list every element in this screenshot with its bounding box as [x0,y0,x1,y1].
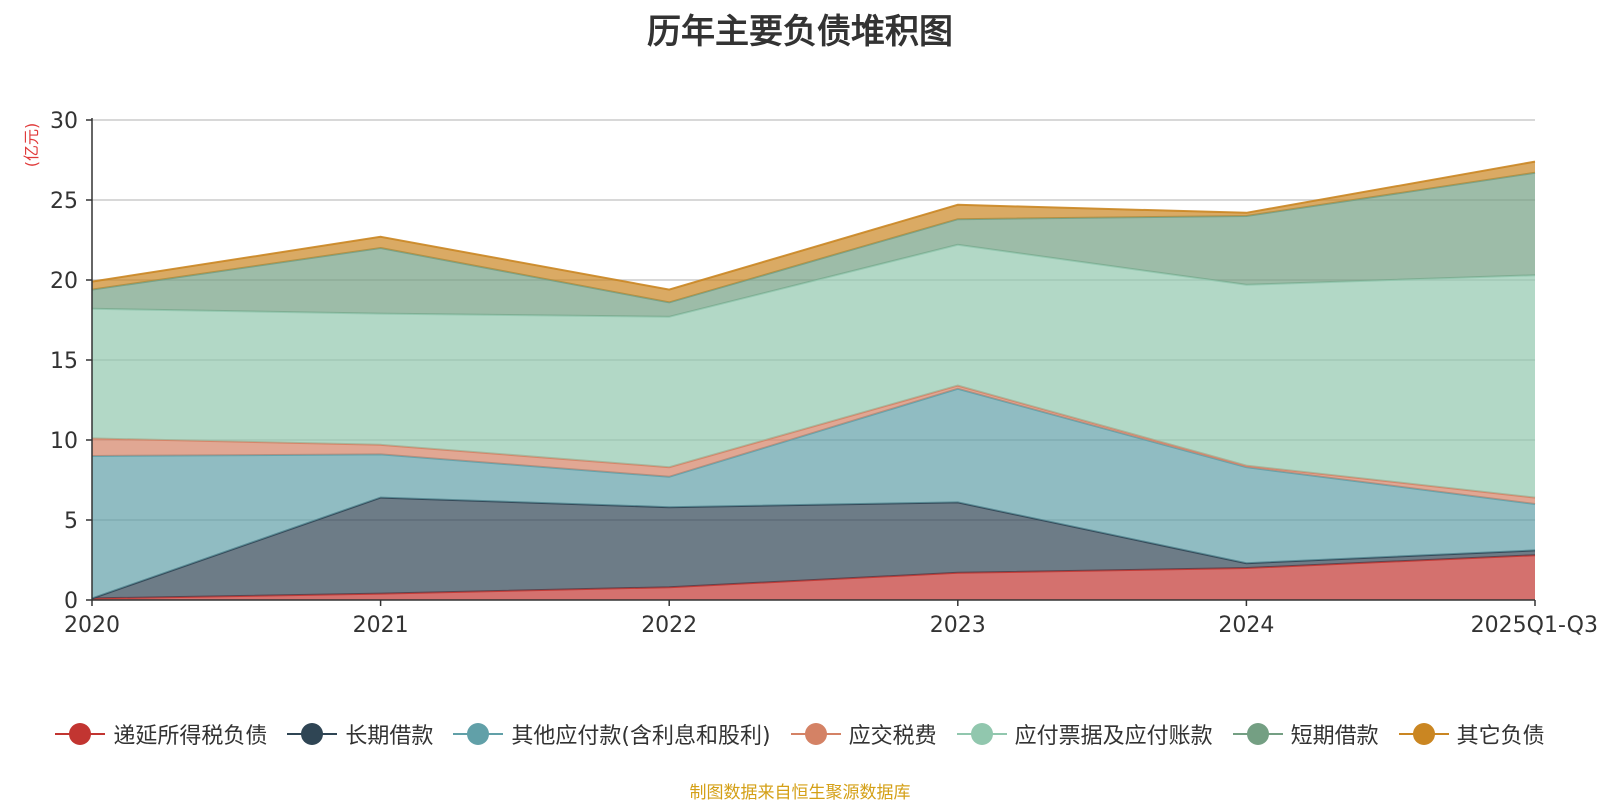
series-line-6 [91,160,1536,291]
legend-marker-icon [287,722,338,746]
y-tick-label: 30 [50,109,78,134]
y-tick-label: 15 [50,349,78,374]
legend-label: 递延所得税负债 [113,724,268,749]
area-series-0 [92,555,1535,600]
legend-marker-icon [1398,722,1449,746]
legend: 递延所得税负债 长期借款 其他应付款(含利息和股利) 应交税费 应付票据及应付账款 短期借… [0,716,1600,752]
legend-marker-icon [1232,722,1283,746]
y-tick-label: 20 [50,269,78,294]
axes: 0 5 10 15 20 25 30 2020 2021 2022 2023 2024 2025Q1-Q… [50,109,1598,638]
y-tick-label: 25 [50,189,78,214]
legend-label: 其它负债 [1456,724,1545,749]
x-tick-label: 2024 [1218,613,1274,638]
legend-label: 应付票据及应付账款 [1014,724,1213,749]
y-tick-label: 5 [64,509,78,534]
legend-item-5[interactable]: 短期借款 [1232,718,1379,750]
legend-item-2[interactable]: 其他应付款(含利息和股利) [453,718,771,750]
chart-canvas: 0 5 10 15 20 25 30 2020 2021 2022 2023 2024 2025Q1-Q… [22,109,1598,638]
legend-item-3[interactable]: 应交税费 [790,718,937,750]
legend-item-4[interactable]: 应付票据及应付账款 [956,718,1213,750]
y-tick-label: 10 [50,429,78,454]
area-series-4 [92,244,1535,498]
legend-marker-icon [55,722,106,746]
x-tick-label: 2022 [641,613,697,638]
chart-title: 历年主要负债堆积图 [647,12,953,52]
legend-marker-icon [453,722,504,746]
legend-label: 其他应付款(含利息和股利) [511,724,771,749]
legend-item-1[interactable]: 长期借款 [287,718,433,750]
x-tick-label: 2020 [64,613,120,638]
y-tick-label: 0 [64,589,78,614]
x-tick-label: 2023 [930,613,986,638]
legend-label: 应交税费 [848,724,937,749]
legend-item-6[interactable]: 其它负债 [1398,718,1545,750]
legend-marker-icon [790,722,841,746]
legend-marker-icon [956,722,1007,746]
area-series-group [91,160,1536,600]
area-series-2 [92,388,1535,599]
legend-item-0[interactable]: 递延所得税负债 [55,718,267,750]
legend-label: 短期借款 [1290,724,1379,749]
area-series-1 [92,497,1535,599]
area-series-5 [92,172,1535,317]
source-note: 制图数据来自恒生聚源数据库 [689,783,911,803]
legend-label: 长期借款 [345,724,434,749]
x-tick-label: 2025Q1-Q3 [1471,613,1598,638]
y-axis-unit-label: (亿元) [22,123,41,168]
x-tick-label: 2021 [353,613,409,638]
